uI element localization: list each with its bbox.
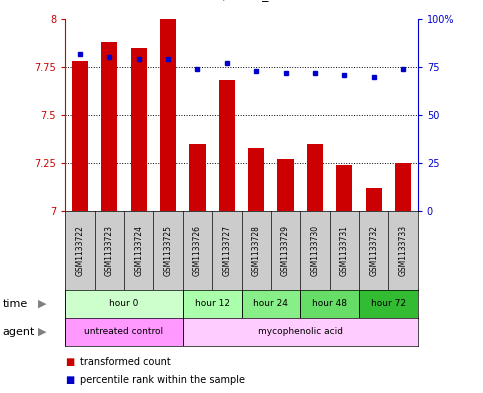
Bar [65,318,183,346]
Bar [65,290,183,318]
Text: ■: ■ [65,375,74,385]
Text: GSM1133724: GSM1133724 [134,225,143,276]
Text: GSM1133730: GSM1133730 [311,225,319,276]
Bar [307,144,323,211]
Bar [242,290,300,318]
Text: hour 12: hour 12 [195,299,229,309]
Bar [130,48,147,211]
Bar [219,81,235,211]
Text: hour 0: hour 0 [109,299,139,309]
Text: GDS5265 / ILMN_2413041: GDS5265 / ILMN_2413041 [160,0,323,1]
Text: time: time [2,299,28,309]
Text: ▶: ▶ [38,327,47,337]
Text: hour 24: hour 24 [254,299,288,309]
Text: GSM1133726: GSM1133726 [193,225,202,276]
Bar [183,290,242,318]
Text: hour 72: hour 72 [371,299,406,309]
Bar [101,42,117,211]
Bar [189,144,205,211]
Bar [72,61,88,211]
Text: GSM1133722: GSM1133722 [75,225,85,276]
Text: GSM1133729: GSM1133729 [281,225,290,276]
Text: GSM1133727: GSM1133727 [222,225,231,276]
Bar [366,188,382,211]
Text: agent: agent [2,327,35,337]
Text: GSM1133725: GSM1133725 [164,225,172,276]
Bar [248,148,264,211]
Text: mycophenolic acid: mycophenolic acid [258,327,343,336]
Text: percentile rank within the sample: percentile rank within the sample [80,375,245,385]
Bar [336,165,353,211]
Text: GSM1133732: GSM1133732 [369,225,378,276]
Text: GSM1133723: GSM1133723 [105,225,114,276]
Bar [160,19,176,211]
Text: ■: ■ [65,357,74,367]
Bar [359,290,418,318]
Text: GSM1133733: GSM1133733 [398,225,408,276]
Bar [183,318,418,346]
Bar [300,290,359,318]
Bar [278,160,294,211]
Text: untreated control: untreated control [85,327,164,336]
Text: transformed count: transformed count [80,357,170,367]
Text: GSM1133731: GSM1133731 [340,225,349,276]
Text: GSM1133728: GSM1133728 [252,225,261,276]
Text: ▶: ▶ [38,299,47,309]
Text: hour 48: hour 48 [312,299,347,309]
Bar [395,163,411,211]
